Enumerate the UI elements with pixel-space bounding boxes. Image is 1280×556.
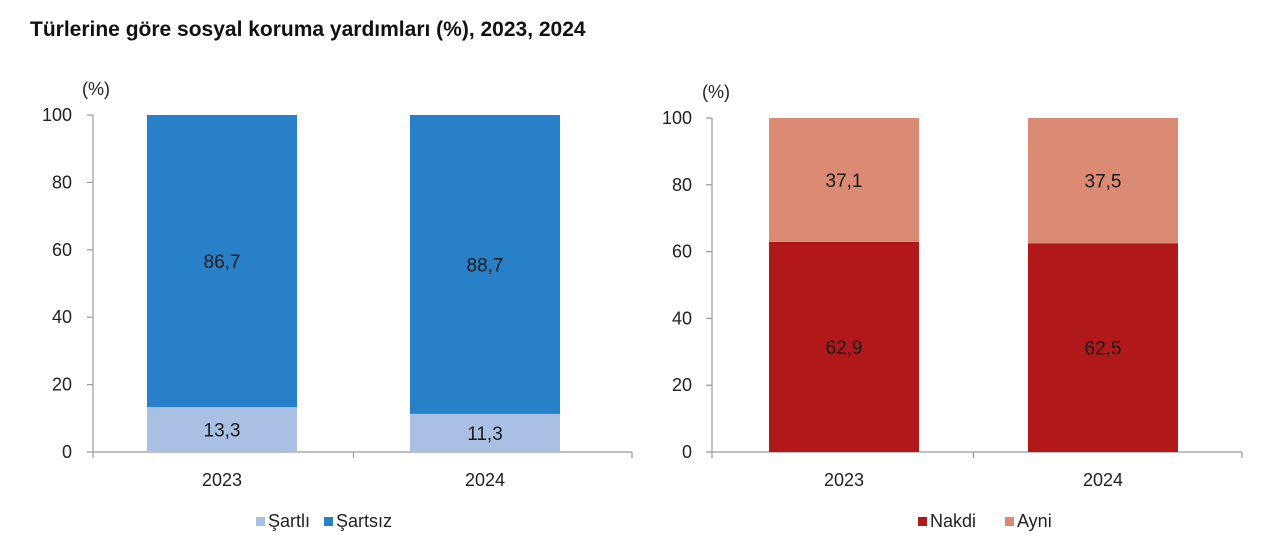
chart2-legend-swatch xyxy=(1005,517,1014,526)
chart2-y-tick-label: 100 xyxy=(662,108,692,128)
chart1-bar-2024-Şartsız xyxy=(410,115,560,414)
chart2-y-tick-label: 60 xyxy=(672,242,692,262)
chart1-y-axis-label: (%) xyxy=(82,79,110,99)
chart1-x-tick-label: 2024 xyxy=(465,470,505,490)
chart1-bar-2023-Şartlı xyxy=(147,407,297,452)
chart1-bar-2023-Şartsız xyxy=(147,115,297,408)
chart2-bar-2023-Ayni xyxy=(769,118,919,242)
chart2-y-tick-label: 0 xyxy=(682,442,692,462)
chart2-x-tick-label: 2023 xyxy=(824,470,864,490)
chart1-y-tick-label: 20 xyxy=(52,375,72,395)
chart2-data-label: 62,9 xyxy=(826,338,863,359)
chart1-x-tick-label: 2023 xyxy=(202,470,242,490)
chart1-data-label: 11,3 xyxy=(467,424,503,445)
chart1-legend-swatch xyxy=(256,517,265,526)
chart2-legend-swatch xyxy=(918,517,927,526)
chart1-y-tick-label: 40 xyxy=(52,307,72,327)
chart1-data-label: 88,7 xyxy=(467,255,504,276)
chart1-data-label: 13,3 xyxy=(204,421,241,442)
page-title: Türlerine göre sosyal koruma yardımları … xyxy=(30,18,586,41)
chart2-y-tick-label: 40 xyxy=(672,308,692,328)
chart2-data-label: 37,5 xyxy=(1085,172,1122,193)
chart1-data-label: 86,7 xyxy=(204,252,241,273)
chart2-y-axis-label: (%) xyxy=(702,82,730,102)
chart2-bar-2023-Nakdi xyxy=(769,241,919,452)
chart2-data-label: 62,5 xyxy=(1085,339,1122,360)
chart2-y-tick-label: 80 xyxy=(672,175,692,195)
chart1-y-tick-label: 80 xyxy=(52,172,72,192)
chart2-x-tick-label: 2024 xyxy=(1083,470,1123,490)
chart1-legend-label: Şartlı xyxy=(268,511,310,531)
chart1-y-tick-label: 60 xyxy=(52,240,72,260)
chart1-legend-swatch xyxy=(324,517,333,526)
chart1-y-tick-label: 100 xyxy=(42,105,72,125)
chart2-bar-2024-Nakdi xyxy=(1028,243,1178,452)
chart2-bar-2024-Ayni xyxy=(1028,118,1178,244)
chart2-legend-label: Ayni xyxy=(1017,511,1052,531)
chart2-legend-label: Nakdi xyxy=(930,511,976,531)
chart1-y-tick-label: 0 xyxy=(62,442,72,462)
chart2-data-label: 37,1 xyxy=(826,171,863,192)
chart2-y-tick-label: 20 xyxy=(672,375,692,395)
chart1-bar-2024-Şartlı xyxy=(410,413,560,452)
chart1-legend-label: Şartsız xyxy=(336,511,392,531)
